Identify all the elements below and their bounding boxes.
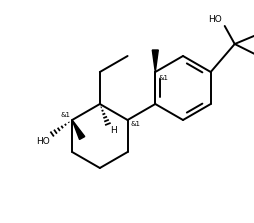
Text: &1: &1 — [130, 121, 140, 127]
Text: HO: HO — [207, 15, 221, 24]
Polygon shape — [152, 50, 158, 72]
Text: H: H — [109, 126, 116, 135]
Text: HO: HO — [36, 137, 50, 146]
Text: &1: &1 — [60, 112, 70, 118]
Text: &1: &1 — [158, 75, 168, 81]
Polygon shape — [72, 120, 84, 139]
